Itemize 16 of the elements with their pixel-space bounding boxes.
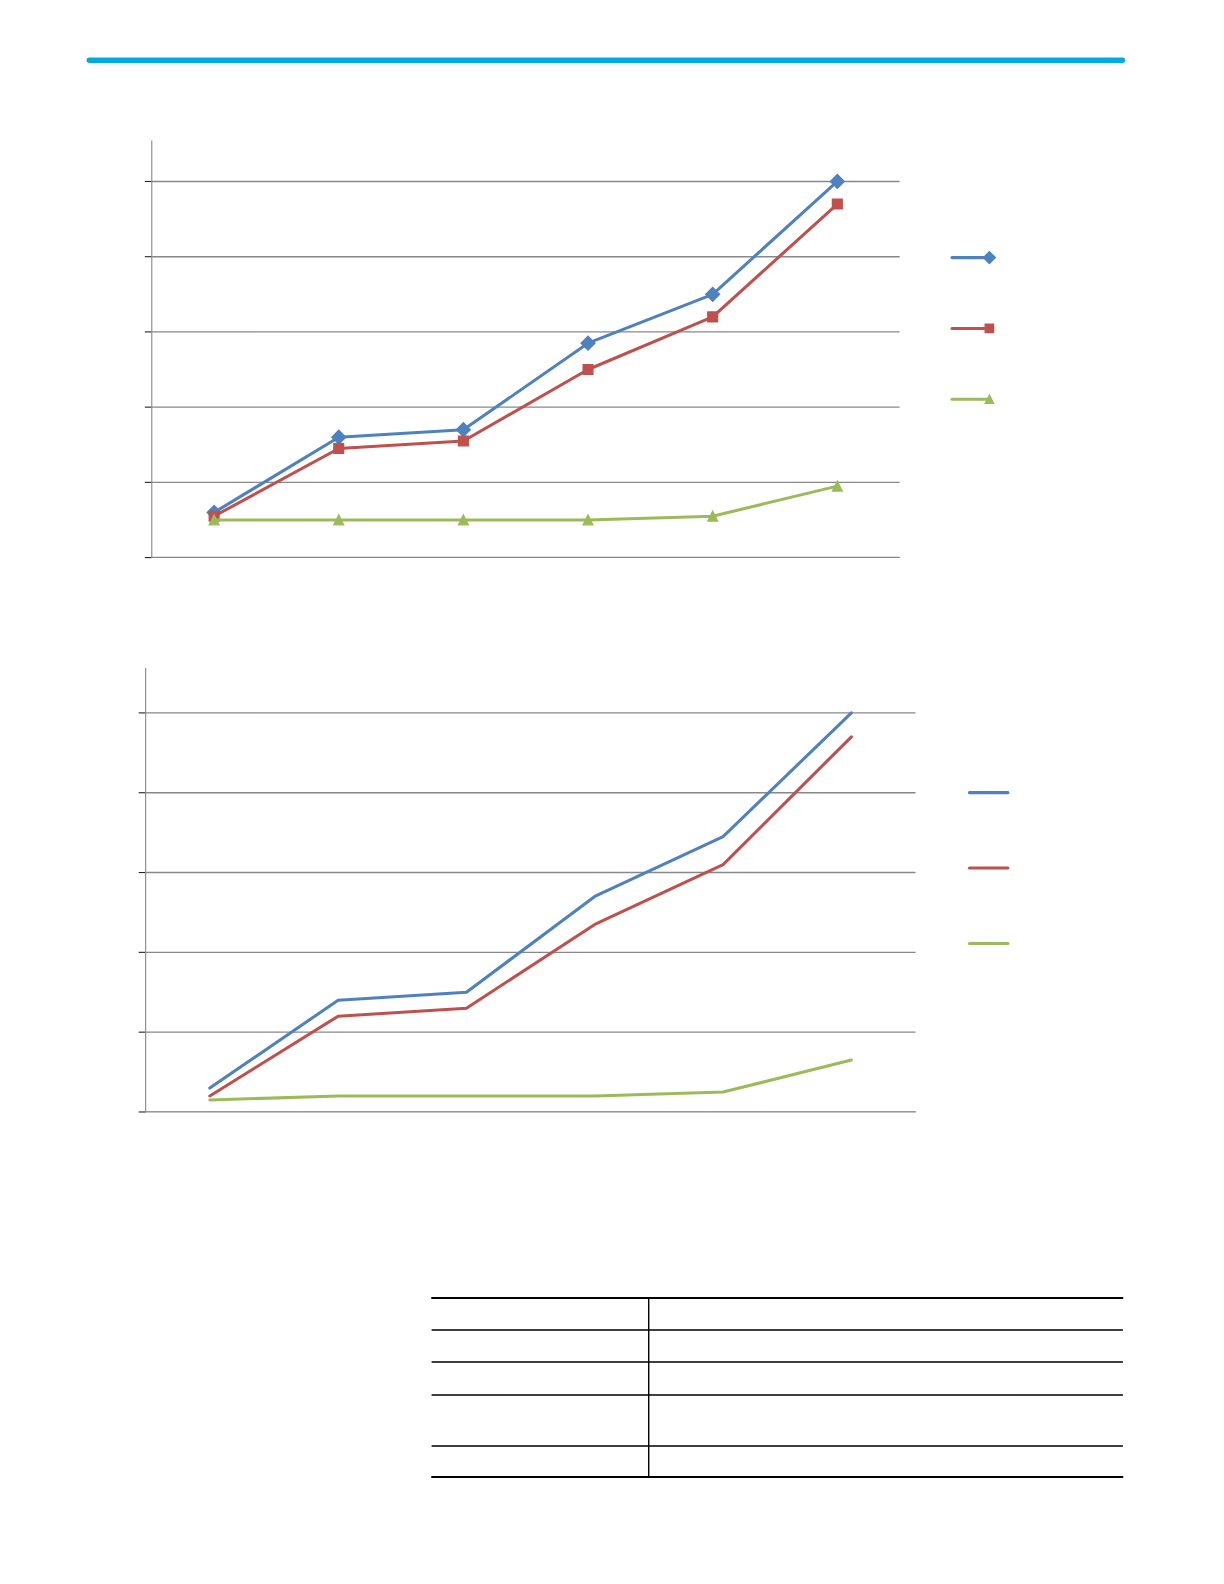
- point: [457, 435, 469, 447]
- point: [582, 514, 594, 526]
- point: [707, 510, 719, 522]
- point: [333, 442, 345, 455]
- point: [831, 198, 843, 210]
- point: [582, 363, 594, 376]
- point: [333, 514, 345, 526]
- point: [705, 286, 721, 302]
- point: [829, 173, 845, 190]
- point: [208, 514, 220, 526]
- point: [331, 429, 347, 445]
- point: [707, 311, 719, 323]
- point: [831, 480, 843, 492]
- point: [580, 335, 596, 351]
- point: [455, 422, 471, 438]
- point: [457, 514, 469, 526]
